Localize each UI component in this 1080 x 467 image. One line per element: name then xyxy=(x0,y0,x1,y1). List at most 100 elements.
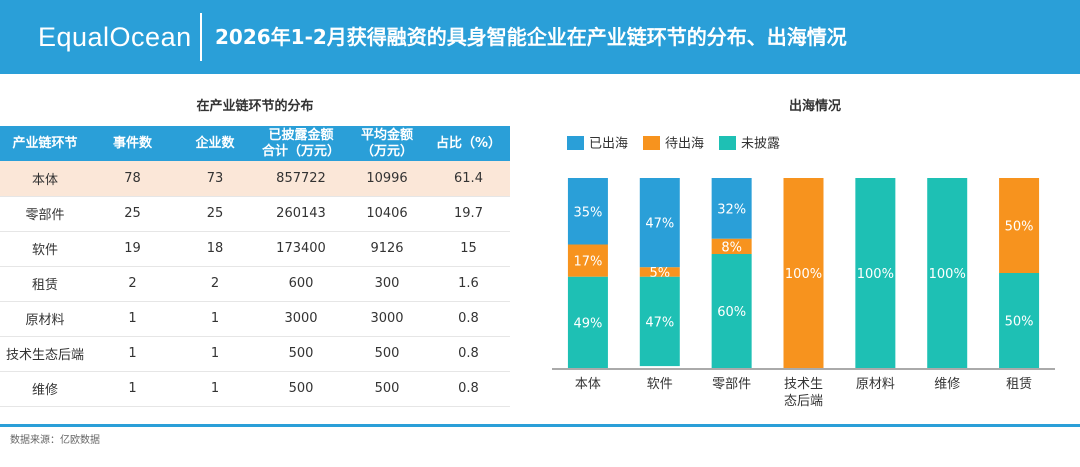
table-row-label: 租赁 xyxy=(0,266,90,302)
table-body: 本体 78 73 857722 10996 61.4 零部件 25 25 260143 10406 1… xyxy=(0,161,510,407)
data-label: 50% xyxy=(1005,315,1034,330)
bar-segment xyxy=(783,178,824,368)
table-cell: 10996 xyxy=(347,161,427,197)
table-cell: 500 xyxy=(347,336,427,372)
table-cell: 600 xyxy=(255,266,347,302)
bar-segment xyxy=(927,178,968,368)
data-label: 8% xyxy=(721,240,742,255)
table-cell: 25 xyxy=(90,196,175,232)
table-cell: 1 xyxy=(90,301,175,337)
header-divider xyxy=(200,13,202,61)
table-row-label: 原材料 xyxy=(0,301,90,337)
bar-segment xyxy=(639,267,680,277)
data-label: 47% xyxy=(645,315,674,330)
table-cell: 73 xyxy=(175,161,255,197)
table-row: 租赁 2 2 600 300 1.6 xyxy=(0,266,510,302)
table-cell: 25 xyxy=(175,196,255,232)
table-cell: 10406 xyxy=(347,196,427,232)
table-header-cell: 平均金额 （万元） xyxy=(347,126,427,161)
footer-divider xyxy=(0,424,1080,427)
legend-label: 已出海 xyxy=(589,137,628,152)
table-cell: 173400 xyxy=(255,231,347,267)
table-cell: 1 xyxy=(175,371,255,407)
chart-title: 出海情况 xyxy=(788,99,841,114)
header-banner: EqualOcean 2026年1-2月获得融资的具身智能企业在产业链环节的分布… xyxy=(0,0,1080,74)
data-label: 47% xyxy=(645,217,674,232)
table-cell: 2 xyxy=(90,266,175,302)
data-label: 17% xyxy=(573,255,602,270)
table-row-label: 软件 xyxy=(0,231,90,267)
table-row: 维修 1 1 500 500 0.8 xyxy=(0,371,510,407)
legend-swatch xyxy=(643,136,660,150)
table-header-cell: 已披露金额 合计（万元） xyxy=(255,126,347,161)
x-tick-label: 技术生态后端 xyxy=(784,377,823,409)
table-row: 原材料 1 1 3000 3000 0.8 xyxy=(0,301,510,337)
bar-segment xyxy=(711,238,752,254)
table-header-cell: 事件数 xyxy=(90,126,175,161)
table-header-cell: 产业链环节 xyxy=(0,126,90,161)
bar-segment xyxy=(999,273,1040,368)
table-row: 本体 78 73 857722 10996 61.4 xyxy=(0,161,510,197)
table-cell: 1 xyxy=(175,301,255,337)
equalocean-logo: EqualOcean xyxy=(38,22,192,52)
bar-segment xyxy=(639,178,680,268)
distribution-table: 产业链环节 事件数 企业数 已披露金额 合计（万元） 平均金额 （万元） 占比（%） 本体 78… xyxy=(0,126,510,407)
table-header-row: 产业链环节 事件数 企业数 已披露金额 合计（万元） 平均金额 （万元） 占比（%） xyxy=(0,126,510,161)
x-tick-label: 租赁 xyxy=(1006,377,1032,392)
table-cell: 1 xyxy=(90,371,175,407)
table-row-label: 维修 xyxy=(0,371,90,407)
legend-swatch xyxy=(567,136,584,150)
data-label: 100% xyxy=(857,267,894,282)
table-cell: 19.7 xyxy=(427,196,510,232)
table-cell: 15 xyxy=(427,231,510,267)
table-cell: 1 xyxy=(90,336,175,372)
table-cell: 300 xyxy=(347,266,427,302)
bar-segment xyxy=(711,178,752,239)
table-header-cell: 企业数 xyxy=(175,126,255,161)
table-cell: 0.8 xyxy=(427,301,510,337)
table-cell: 9126 xyxy=(347,231,427,267)
table-cell: 78 xyxy=(90,161,175,197)
legend-swatch xyxy=(719,136,736,150)
table-row-label: 本体 xyxy=(0,161,90,197)
legend-label: 未披露 xyxy=(741,137,780,152)
table-cell: 1 xyxy=(175,336,255,372)
x-tick-label: 软件 xyxy=(647,377,673,392)
table-cell: 3000 xyxy=(347,301,427,337)
table-row: 零部件 25 25 260143 10406 19.7 xyxy=(0,196,510,232)
data-label: 60% xyxy=(717,305,746,320)
x-tick-label: 零部件 xyxy=(712,377,751,392)
table-row-label: 技术生态后端 xyxy=(0,336,90,372)
x-tick-label: 维修 xyxy=(934,377,960,392)
page-title: 2026年1-2月获得融资的具身智能企业在产业链环节的分布、出海情况 xyxy=(215,25,847,49)
bar-segment xyxy=(567,276,608,368)
bar-segment xyxy=(567,244,608,277)
overseas-stacked-bar-chart: 已出海 待出海 未披露35%17%49%本体47%5%47%软件32%8%60%零部… xyxy=(552,136,1055,409)
table-cell: 19 xyxy=(90,231,175,267)
table-cell: 500 xyxy=(347,371,427,407)
table-title: 在产业链环节的分布 xyxy=(196,99,314,114)
table-row: 技术生态后端 1 1 500 500 0.8 xyxy=(0,336,510,372)
data-label: 32% xyxy=(717,202,746,217)
data-label: 100% xyxy=(785,267,822,282)
data-label: 35% xyxy=(573,205,602,220)
table-cell: 0.8 xyxy=(427,371,510,407)
table-header-cell: 占比（%） xyxy=(427,126,510,161)
table-cell: 500 xyxy=(255,336,347,372)
table-cell: 1.6 xyxy=(427,266,510,302)
table-cell: 61.4 xyxy=(427,161,510,197)
x-tick-label: 原材料 xyxy=(856,377,895,392)
x-tick-label: 本体 xyxy=(575,377,601,392)
data-label: 50% xyxy=(1005,220,1034,235)
table-cell: 18 xyxy=(175,231,255,267)
bar-segment xyxy=(711,254,752,368)
table-cell: 260143 xyxy=(255,196,347,232)
table-row: 软件 19 18 173400 9126 15 xyxy=(0,231,510,267)
table-cell: 857722 xyxy=(255,161,347,197)
table-cell: 0.8 xyxy=(427,336,510,372)
table-cell: 500 xyxy=(255,371,347,407)
bar-segment xyxy=(999,178,1040,273)
data-label: 49% xyxy=(573,316,602,331)
bar-segment xyxy=(855,178,896,368)
data-label: 100% xyxy=(929,267,966,282)
